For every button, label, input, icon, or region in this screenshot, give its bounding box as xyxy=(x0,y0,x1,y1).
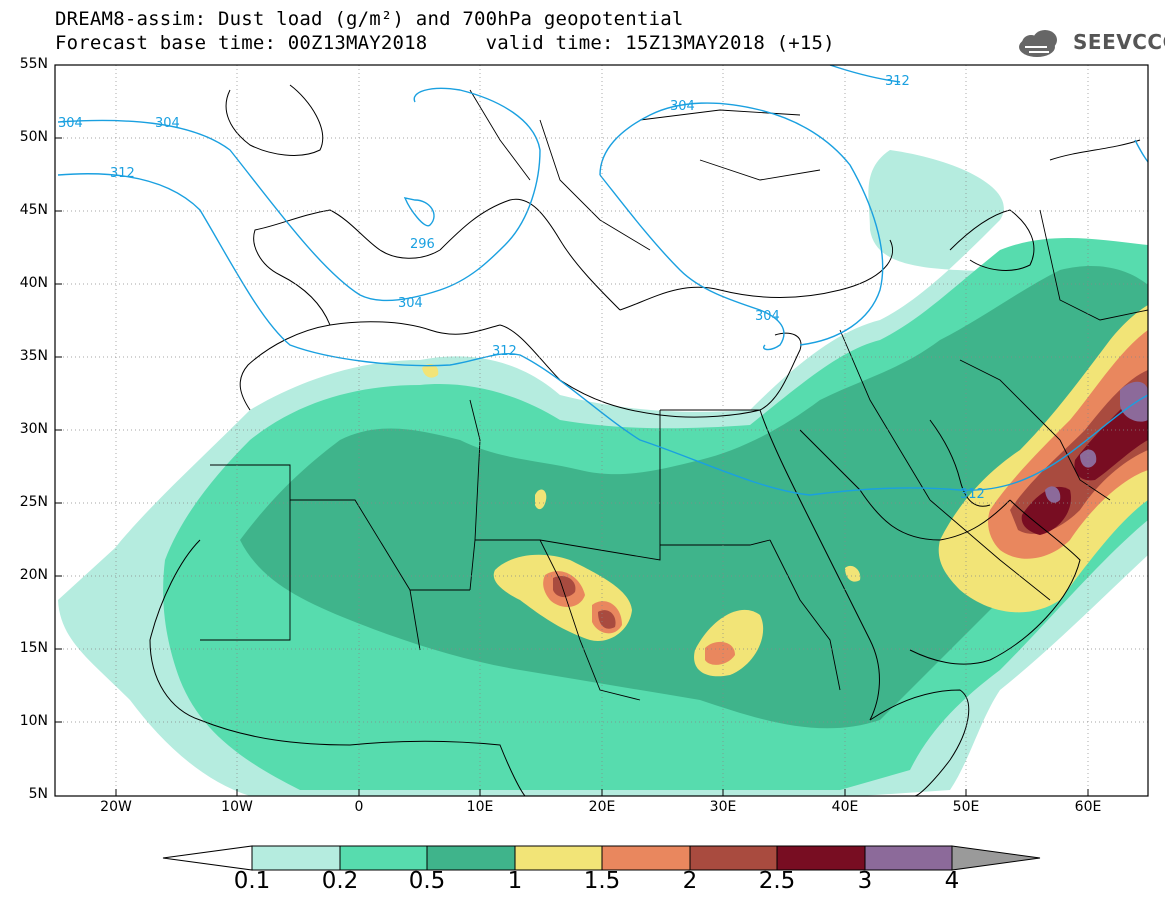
contour-label: 304 xyxy=(398,296,423,311)
lon-label: 50E xyxy=(952,799,980,815)
lon-label: 20W xyxy=(100,799,132,815)
colorbar-min-arrow xyxy=(162,845,253,871)
colorbar-label: 0.5 xyxy=(408,868,446,894)
colorbar-label: 3 xyxy=(857,868,873,894)
colorbar-swatch xyxy=(251,845,341,871)
lat-label: 5N xyxy=(28,786,48,802)
map-title: DREAM8-assim: Dust load (g/m²) and 700hP… xyxy=(55,8,684,30)
colorbar-swatch xyxy=(514,845,603,871)
lat-label: 20N xyxy=(19,567,48,583)
lon-label: 10E xyxy=(466,799,494,815)
lon-label: 10W xyxy=(221,799,253,815)
contour-label: 304 xyxy=(670,99,695,114)
lon-label: 40E xyxy=(831,799,859,815)
lon-label: 30E xyxy=(709,799,737,815)
colorbar-label: 2 xyxy=(682,868,698,894)
colorbar-label: 2.5 xyxy=(758,868,796,894)
contour-label: 312 xyxy=(492,344,517,359)
colorbar-label: 1.5 xyxy=(583,868,621,894)
colorbar-swatch xyxy=(689,845,778,871)
contour-label: 304 xyxy=(755,309,780,324)
colorbar-swatch xyxy=(864,845,953,871)
colorbar-swatch xyxy=(601,845,691,871)
dust-field-05 xyxy=(240,265,1148,729)
contour-label: 312 xyxy=(885,74,910,89)
lat-label: 25N xyxy=(19,494,48,510)
cloud-icon xyxy=(1019,30,1057,57)
contour-label: 304 xyxy=(155,116,180,131)
colorbar-swatch xyxy=(339,845,428,871)
lat-label: 35N xyxy=(19,348,48,364)
lon-label: 0 xyxy=(354,799,364,815)
contour-label: 304 xyxy=(58,116,83,131)
lon-label: 60E xyxy=(1074,799,1102,815)
logo-text: SEEVCCC xyxy=(1073,30,1165,54)
colorbar-label: 1 xyxy=(507,868,523,894)
lat-label: 15N xyxy=(19,640,48,656)
lat-label: 10N xyxy=(19,713,48,729)
lat-label: 40N xyxy=(19,275,48,291)
colorbar-label: 4 xyxy=(944,868,960,894)
lat-label: 30N xyxy=(19,421,48,437)
contour-label: 296 xyxy=(410,237,435,252)
contour-label: 312 xyxy=(110,166,135,181)
colorbar-max-arrow xyxy=(951,845,1041,871)
lat-label: 45N xyxy=(19,202,48,218)
colorbar-label: 0.2 xyxy=(321,868,359,894)
colorbar-label: 0.1 xyxy=(233,868,271,894)
dust-field-3 xyxy=(1045,381,1148,503)
lat-label: 50N xyxy=(19,129,48,145)
map-subtitle: Forecast base time: 00Z13MAY2018 valid t… xyxy=(55,32,835,54)
axis-ticks xyxy=(55,64,1089,796)
coastlines xyxy=(149,84,1141,797)
colorbar-swatch xyxy=(426,845,516,871)
lon-label: 20E xyxy=(588,799,616,815)
colorbar-swatch xyxy=(776,845,866,871)
contour-label: 312 xyxy=(960,487,985,502)
colorbar xyxy=(162,845,1041,871)
lat-label: 55N xyxy=(19,56,48,72)
